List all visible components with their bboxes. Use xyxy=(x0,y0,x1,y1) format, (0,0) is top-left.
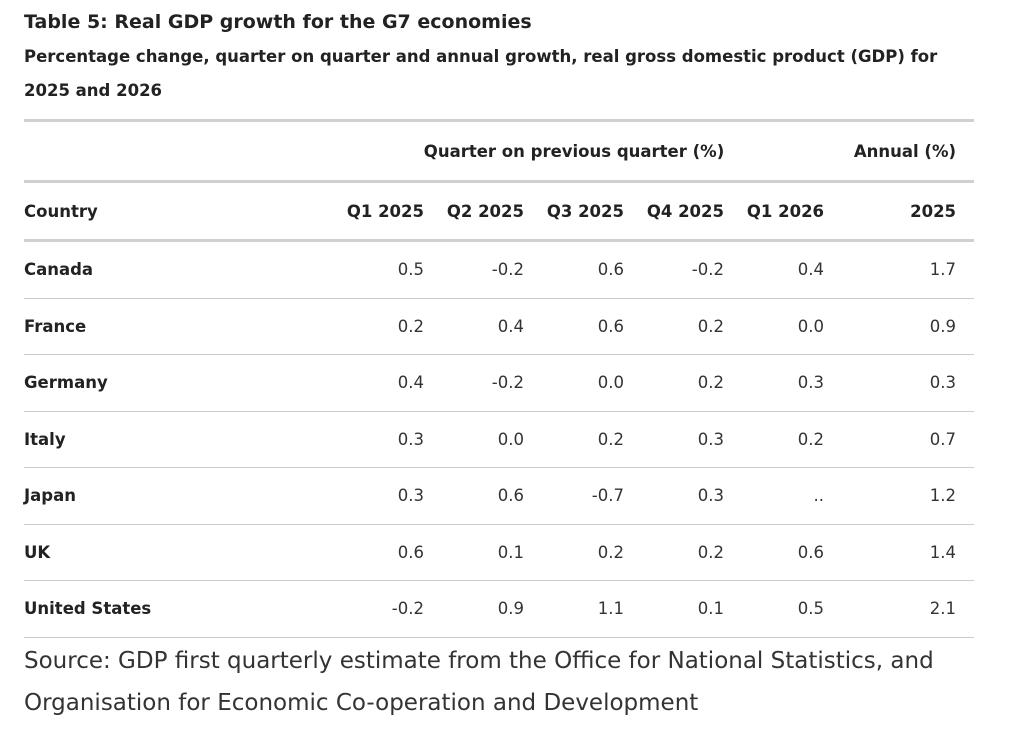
gdp-table-container: Quarter on previous quarter (%) Annual (… xyxy=(24,119,975,638)
annual-value-cell: 0.3 xyxy=(824,354,975,412)
group-header-row: Quarter on previous quarter (%) Annual (… xyxy=(24,119,975,183)
value-cell: 0.2 xyxy=(524,411,624,468)
annual-value-cell: 1.7 xyxy=(824,240,975,299)
table-row: United States -0.2 0.9 1.1 0.1 0.5 2.1 xyxy=(24,580,975,638)
table-subtitle: Percentage change, quarter on quarter an… xyxy=(24,47,938,100)
value-cell: 0.3 xyxy=(324,467,424,525)
value-cell: 0.5 xyxy=(724,580,825,638)
column-header-q4-2025: Q4 2025 xyxy=(624,181,724,242)
column-header-q1-2026: Q1 2026 xyxy=(724,181,825,242)
value-cell: -0.2 xyxy=(324,580,424,638)
group-header-quarterly: Quarter on previous quarter (%) xyxy=(324,119,825,183)
value-cell: 0.6 xyxy=(724,524,825,581)
value-cell: 0.4 xyxy=(424,298,524,355)
table-body: Canada 0.5 -0.2 0.6 -0.2 0.4 1.7 France … xyxy=(24,240,975,638)
value-cell: 0.0 xyxy=(724,298,825,355)
table-title: Table 5: Real GDP growth for the G7 econ… xyxy=(24,11,532,33)
group-header-annual: Annual (%) xyxy=(824,119,975,183)
annual-value-cell: 0.7 xyxy=(824,411,975,468)
column-header-row: Country Q1 2025 Q2 2025 Q3 2025 Q4 2025 … xyxy=(24,181,975,242)
table-row: Canada 0.5 -0.2 0.6 -0.2 0.4 1.7 xyxy=(24,240,975,299)
value-cell: 0.3 xyxy=(724,354,825,412)
column-header-country: Country xyxy=(24,181,324,242)
annual-value-cell: 1.4 xyxy=(824,524,975,581)
value-cell: 0.5 xyxy=(324,240,424,299)
value-cell: 0.3 xyxy=(624,411,724,468)
table-row: Italy 0.3 0.0 0.2 0.3 0.2 0.7 xyxy=(24,411,975,468)
value-cell: 1.1 xyxy=(524,580,624,638)
column-header-q1-2025: Q1 2025 xyxy=(324,181,424,242)
source-note: Source: GDP first quarterly estimate fro… xyxy=(24,648,934,716)
country-cell: Italy xyxy=(24,411,324,468)
value-cell: 0.2 xyxy=(324,298,424,355)
country-cell: Germany xyxy=(24,354,324,412)
column-header-annual-2025: 2025 xyxy=(824,181,975,242)
value-cell: .. xyxy=(724,467,825,525)
value-cell: -0.2 xyxy=(624,240,724,299)
value-cell: 0.1 xyxy=(624,580,724,638)
country-cell: United States xyxy=(24,580,324,638)
column-header-q2-2025: Q2 2025 xyxy=(424,181,524,242)
value-cell: 0.3 xyxy=(324,411,424,468)
annual-value-cell: 0.9 xyxy=(824,298,975,355)
value-cell: 0.3 xyxy=(624,467,724,525)
value-cell: -0.2 xyxy=(424,240,524,299)
country-cell: Canada xyxy=(24,240,324,299)
table-row: UK 0.6 0.1 0.2 0.2 0.6 1.4 xyxy=(24,524,975,581)
value-cell: 0.6 xyxy=(424,467,524,525)
country-cell: Japan xyxy=(24,467,324,525)
annual-value-cell: 1.2 xyxy=(824,467,975,525)
value-cell: 0.2 xyxy=(524,524,624,581)
value-cell: 0.9 xyxy=(424,580,524,638)
value-cell: 0.0 xyxy=(524,354,624,412)
value-cell: 0.4 xyxy=(324,354,424,412)
table-row: France 0.2 0.4 0.6 0.2 0.0 0.9 xyxy=(24,298,975,355)
country-cell: France xyxy=(24,298,324,355)
value-cell: -0.2 xyxy=(424,354,524,412)
value-cell: 0.6 xyxy=(524,298,624,355)
value-cell: 0.1 xyxy=(424,524,524,581)
value-cell: 0.2 xyxy=(624,354,724,412)
annual-value-cell: 2.1 xyxy=(824,580,975,638)
value-cell: 0.6 xyxy=(524,240,624,299)
table-row: Germany 0.4 -0.2 0.0 0.2 0.3 0.3 xyxy=(24,354,975,412)
country-cell: UK xyxy=(24,524,324,581)
value-cell: 0.4 xyxy=(724,240,825,299)
value-cell: 0.2 xyxy=(624,298,724,355)
value-cell: 0.6 xyxy=(324,524,424,581)
group-header-empty xyxy=(24,119,324,183)
value-cell: 0.2 xyxy=(724,411,825,468)
gdp-table: Quarter on previous quarter (%) Annual (… xyxy=(24,119,975,638)
column-header-q3-2025: Q3 2025 xyxy=(524,181,624,242)
value-cell: 0.0 xyxy=(424,411,524,468)
value-cell: 0.2 xyxy=(624,524,724,581)
value-cell: -0.7 xyxy=(524,467,624,525)
table-row: Japan 0.3 0.6 -0.7 0.3 .. 1.2 xyxy=(24,467,975,525)
